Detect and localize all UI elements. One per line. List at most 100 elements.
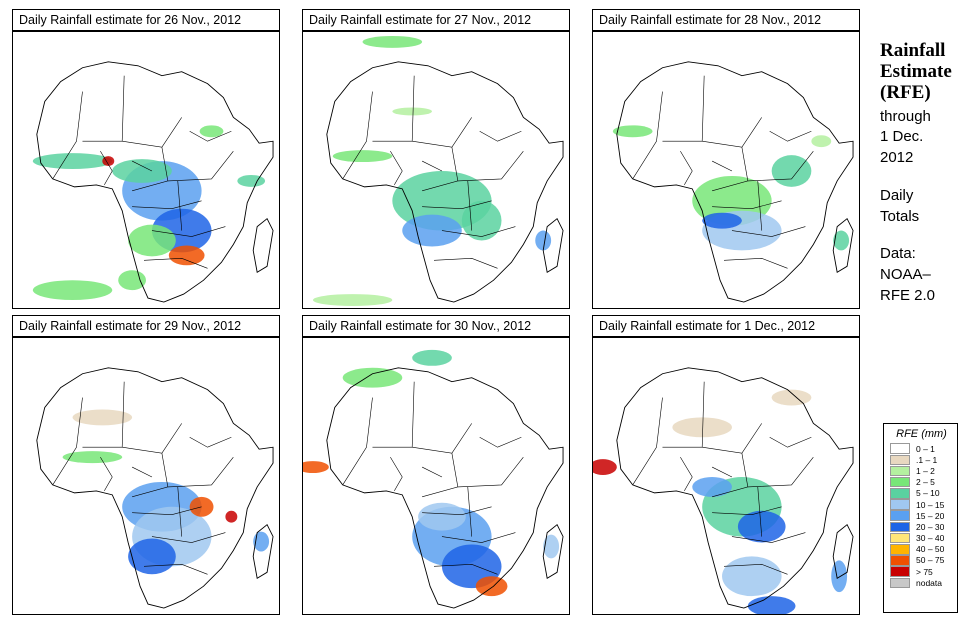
legend-label: 30 – 40 bbox=[916, 533, 945, 544]
madagascar-outline bbox=[252, 523, 274, 579]
country-border bbox=[711, 160, 733, 172]
madagascar-outline bbox=[832, 523, 854, 579]
rainfall-blob bbox=[62, 451, 123, 464]
madagascar-outline bbox=[542, 217, 564, 273]
country-border bbox=[632, 397, 663, 486]
legend-item: 2 – 5 bbox=[890, 476, 953, 488]
country-border bbox=[412, 423, 472, 454]
map-canvas bbox=[32, 61, 274, 303]
country-border bbox=[467, 180, 473, 231]
rainfall-blob bbox=[811, 135, 832, 148]
country-border bbox=[757, 180, 763, 231]
country-border bbox=[131, 466, 153, 478]
country-border bbox=[433, 564, 498, 575]
continent-outline bbox=[36, 367, 274, 609]
rainfall-blob bbox=[747, 596, 796, 614]
legend-label: 50 – 75 bbox=[916, 555, 945, 566]
rainfall-blob bbox=[118, 270, 146, 291]
legend-label: 2 – 5 bbox=[916, 477, 935, 488]
legend-swatch bbox=[890, 532, 910, 544]
map-canvas bbox=[312, 35, 564, 307]
continent-outline bbox=[326, 61, 564, 303]
rainfall-blob bbox=[72, 409, 133, 426]
legend-swatch bbox=[890, 488, 910, 499]
country-border bbox=[662, 381, 705, 448]
rainfall-blob bbox=[362, 35, 423, 48]
rainfall-blob bbox=[692, 476, 732, 497]
panel-title-3: Daily Rainfall estimate for 28 Nov., 201… bbox=[592, 9, 860, 31]
panel-title-4: Daily Rainfall estimate for 29 Nov., 201… bbox=[12, 315, 280, 337]
rainfall-blob bbox=[702, 212, 742, 229]
legend-label: 5 – 10 bbox=[916, 488, 940, 499]
country-border bbox=[372, 381, 415, 448]
legend-label: .1 – 1 bbox=[916, 454, 938, 465]
country-border bbox=[680, 456, 693, 492]
legend-item: 40 – 50 bbox=[890, 544, 953, 555]
side-caption: Rainfall Estimate (RFE) through 1 Dec. 2… bbox=[880, 40, 965, 305]
rainfall-map-2 bbox=[302, 31, 570, 309]
rainfall-blob bbox=[32, 153, 113, 170]
country-border bbox=[189, 131, 232, 142]
rainfall-blob bbox=[237, 174, 266, 187]
legend-title: RFE (mm) bbox=[896, 428, 947, 440]
legend-swatch bbox=[890, 544, 910, 555]
rainfall-blob bbox=[593, 459, 617, 476]
country-border bbox=[167, 150, 234, 182]
country-border bbox=[723, 564, 788, 575]
country-border bbox=[143, 258, 208, 269]
rainfall-map-1 bbox=[12, 31, 280, 309]
map-canvas bbox=[36, 367, 274, 609]
legend-label: nodata bbox=[916, 577, 942, 588]
legend-swatch bbox=[890, 555, 910, 566]
rainfall-blob bbox=[128, 224, 176, 257]
rainfall-blob bbox=[225, 510, 238, 523]
country-border bbox=[177, 486, 183, 537]
continent-outline bbox=[36, 61, 274, 303]
caption-title-line-2: Estimate bbox=[880, 61, 952, 82]
country-border bbox=[131, 160, 153, 172]
rainfall-blob bbox=[543, 534, 560, 559]
country-border bbox=[390, 456, 403, 492]
country-border bbox=[433, 258, 498, 269]
legend-item: > 75 bbox=[890, 566, 953, 577]
country-border bbox=[167, 456, 234, 488]
rainfall-map-5 bbox=[302, 337, 570, 615]
country-border bbox=[122, 423, 182, 454]
country-border bbox=[712, 506, 782, 516]
country-border bbox=[441, 226, 516, 237]
rainfall-blob bbox=[737, 510, 786, 543]
rainfall-blob bbox=[771, 155, 812, 187]
rainfall-blob bbox=[402, 214, 462, 247]
rainfall-blob bbox=[312, 294, 393, 307]
country-border bbox=[747, 150, 814, 182]
country-border bbox=[457, 150, 524, 182]
legend-swatch bbox=[890, 521, 910, 533]
country-border bbox=[342, 91, 373, 180]
legend-label: 0 – 1 bbox=[916, 443, 935, 454]
country-border bbox=[412, 117, 472, 148]
caption-period-line-1: Daily bbox=[880, 187, 914, 204]
country-border bbox=[52, 91, 83, 180]
rainfall-blob bbox=[612, 125, 653, 138]
legend-swatch bbox=[890, 510, 910, 521]
legend-swatch bbox=[890, 499, 910, 510]
country-border bbox=[100, 150, 113, 186]
rainfall-map-4 bbox=[12, 337, 280, 615]
country-border bbox=[122, 117, 182, 148]
caption-date-line-2: 2012 bbox=[880, 149, 914, 166]
caption-period-line-2: Totals bbox=[880, 208, 920, 225]
legend-label: 40 – 50 bbox=[916, 544, 945, 555]
rainfall-blob bbox=[412, 349, 452, 366]
legend-label: 10 – 15 bbox=[916, 499, 945, 510]
country-border bbox=[189, 437, 232, 448]
caption-through: through bbox=[880, 108, 931, 125]
legend-item: .1 – 1 bbox=[890, 454, 953, 466]
country-border bbox=[712, 200, 782, 210]
caption-source-line-2: RFE 2.0 bbox=[880, 287, 936, 304]
rainfall-blob bbox=[475, 576, 508, 597]
legend-label: 1 – 2 bbox=[916, 465, 935, 476]
rainfall-blob bbox=[833, 230, 850, 251]
caption-data-label: Data: bbox=[880, 245, 916, 262]
